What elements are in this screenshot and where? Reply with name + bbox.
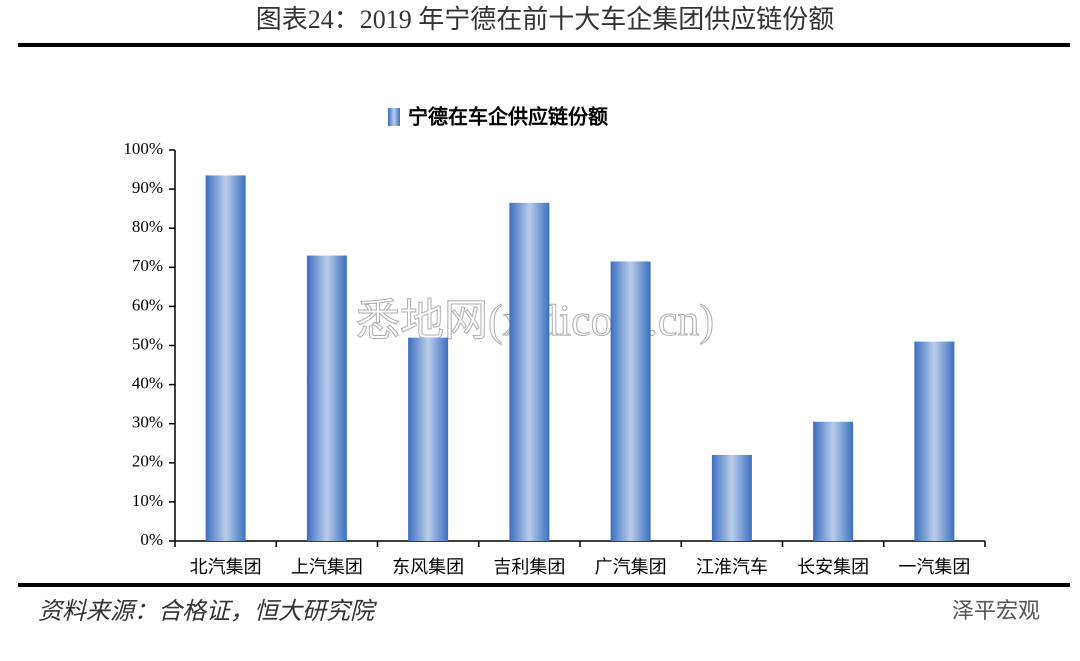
y-tick-label: 70%	[132, 256, 163, 275]
y-tick-label: 100%	[123, 139, 163, 158]
y-tick-label: 80%	[132, 217, 163, 236]
y-tick-label: 10%	[132, 491, 163, 510]
plot-area: 0% 10% 20% 30% 40% 50% 60% 70% 80% 90% 100% 北汽集团 上汽集…	[123, 139, 986, 578]
x-tick-label: 广汽集团	[595, 557, 667, 578]
bar	[711, 454, 752, 541]
bar	[205, 175, 246, 542]
bar	[408, 337, 449, 541]
x-tick-label: 一汽集团	[898, 557, 970, 578]
y-tick-label: 30%	[132, 413, 163, 432]
y-tick-label: 20%	[132, 452, 163, 471]
bar	[813, 421, 854, 541]
x-tick-label: 北汽集团	[190, 557, 262, 578]
y-tick-label: 50%	[132, 334, 163, 353]
x-tick-label: 上汽集团	[291, 557, 363, 578]
bar	[306, 255, 347, 541]
x-tick-label: 江淮汽车	[696, 557, 768, 578]
x-tick-label: 长安集团	[797, 557, 869, 578]
legend-swatch	[388, 108, 400, 126]
brand: 泽平宏观	[952, 599, 1040, 624]
bar	[610, 261, 651, 541]
y-tick-label: 60%	[132, 295, 163, 314]
y-tick-label: 90%	[132, 178, 163, 197]
bar	[914, 341, 955, 541]
x-tick-label: 东风集团	[392, 557, 464, 578]
bar	[509, 202, 550, 541]
page-title: 图表24：2019 年宁德在前十大车企集团供应链份额	[256, 5, 835, 34]
y-tick-label: 0%	[140, 530, 163, 549]
x-tick-label: 吉利集团	[493, 557, 565, 578]
source-note: 资料来源：合格证，恒大研究院	[38, 597, 378, 625]
legend-label: 宁德在车企供应链份额	[408, 105, 608, 129]
y-tick-label: 40%	[132, 374, 163, 393]
